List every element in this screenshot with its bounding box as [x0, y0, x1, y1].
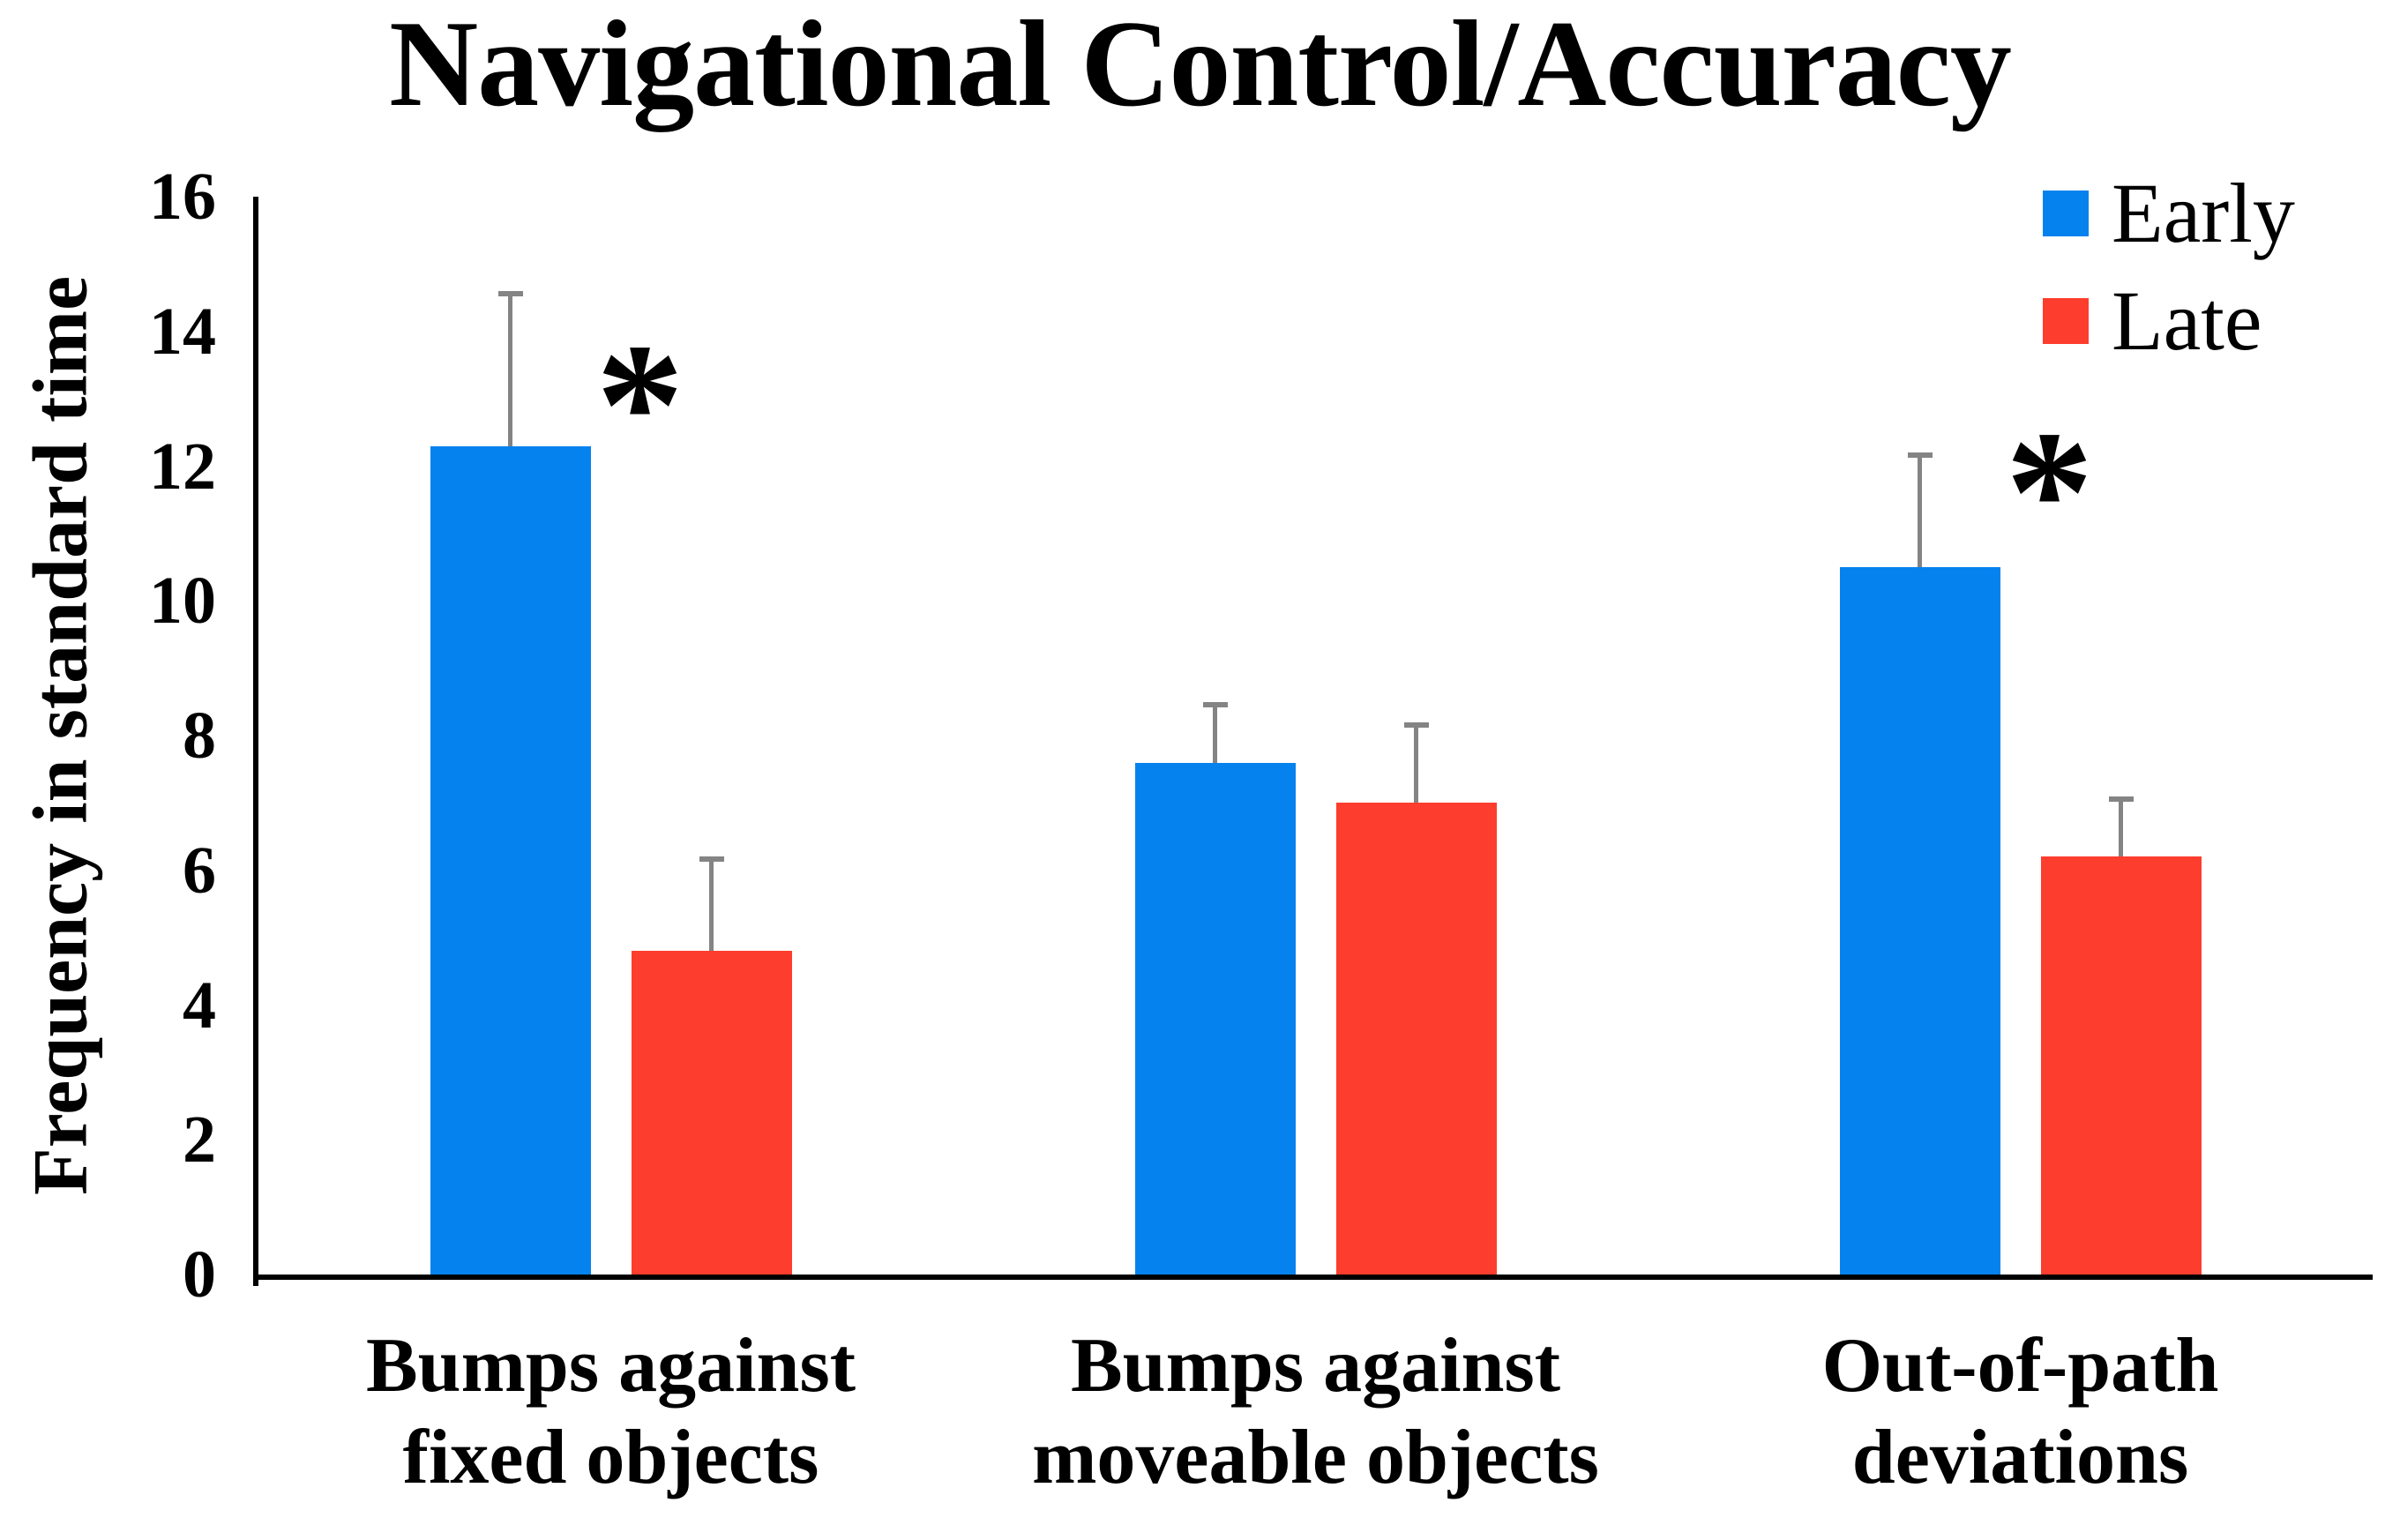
- chart-title: Navigational Control/Accuracy: [389, 0, 2012, 132]
- error-bar-cap: [1403, 721, 1429, 728]
- error-bar-cap: [1202, 701, 1228, 707]
- error-bar-cap: [2108, 796, 2134, 802]
- bar-late-group2: [1335, 803, 1497, 1275]
- legend-swatch-late: [2043, 298, 2089, 344]
- error-bar-line: [709, 856, 714, 952]
- bar-late-group3: [2040, 856, 2202, 1275]
- legend-label: Early: [2112, 166, 2295, 260]
- x-category-label: Bumps against fixed objects: [365, 1323, 856, 1500]
- x-category-label: Bumps against moveable objects: [1032, 1323, 1599, 1500]
- error-bar-line: [1213, 701, 1217, 763]
- error-bar-cap: [497, 290, 523, 296]
- bar-late-group1: [631, 951, 792, 1275]
- error-bar-cap: [1907, 452, 1933, 459]
- legend-swatch-early: [2043, 191, 2089, 236]
- error-bar-line: [508, 290, 512, 446]
- y-axis-line: [253, 197, 258, 1286]
- legend-label: Late: [2112, 273, 2262, 368]
- x-axis-line: [253, 1275, 2373, 1280]
- legend: Early Late: [2043, 166, 2295, 369]
- y-axis-title: Frequency in standard time: [18, 275, 104, 1196]
- bar-early-group2: [1134, 762, 1296, 1275]
- error-bar-line: [2119, 796, 2123, 857]
- significance-asterisk: *: [595, 307, 684, 503]
- error-bar-cap: [699, 856, 724, 863]
- legend-item-early: Early: [2043, 166, 2295, 261]
- legend-item-late: Late: [2043, 273, 2295, 369]
- error-bar-line: [1414, 721, 1418, 804]
- x-category-label: Out-of-path deviations: [1821, 1323, 2219, 1500]
- bar-early-group1: [430, 445, 591, 1275]
- error-bar-line: [1918, 452, 1922, 568]
- significance-asterisk: *: [2005, 394, 2094, 590]
- bar-early-group3: [1839, 567, 2000, 1275]
